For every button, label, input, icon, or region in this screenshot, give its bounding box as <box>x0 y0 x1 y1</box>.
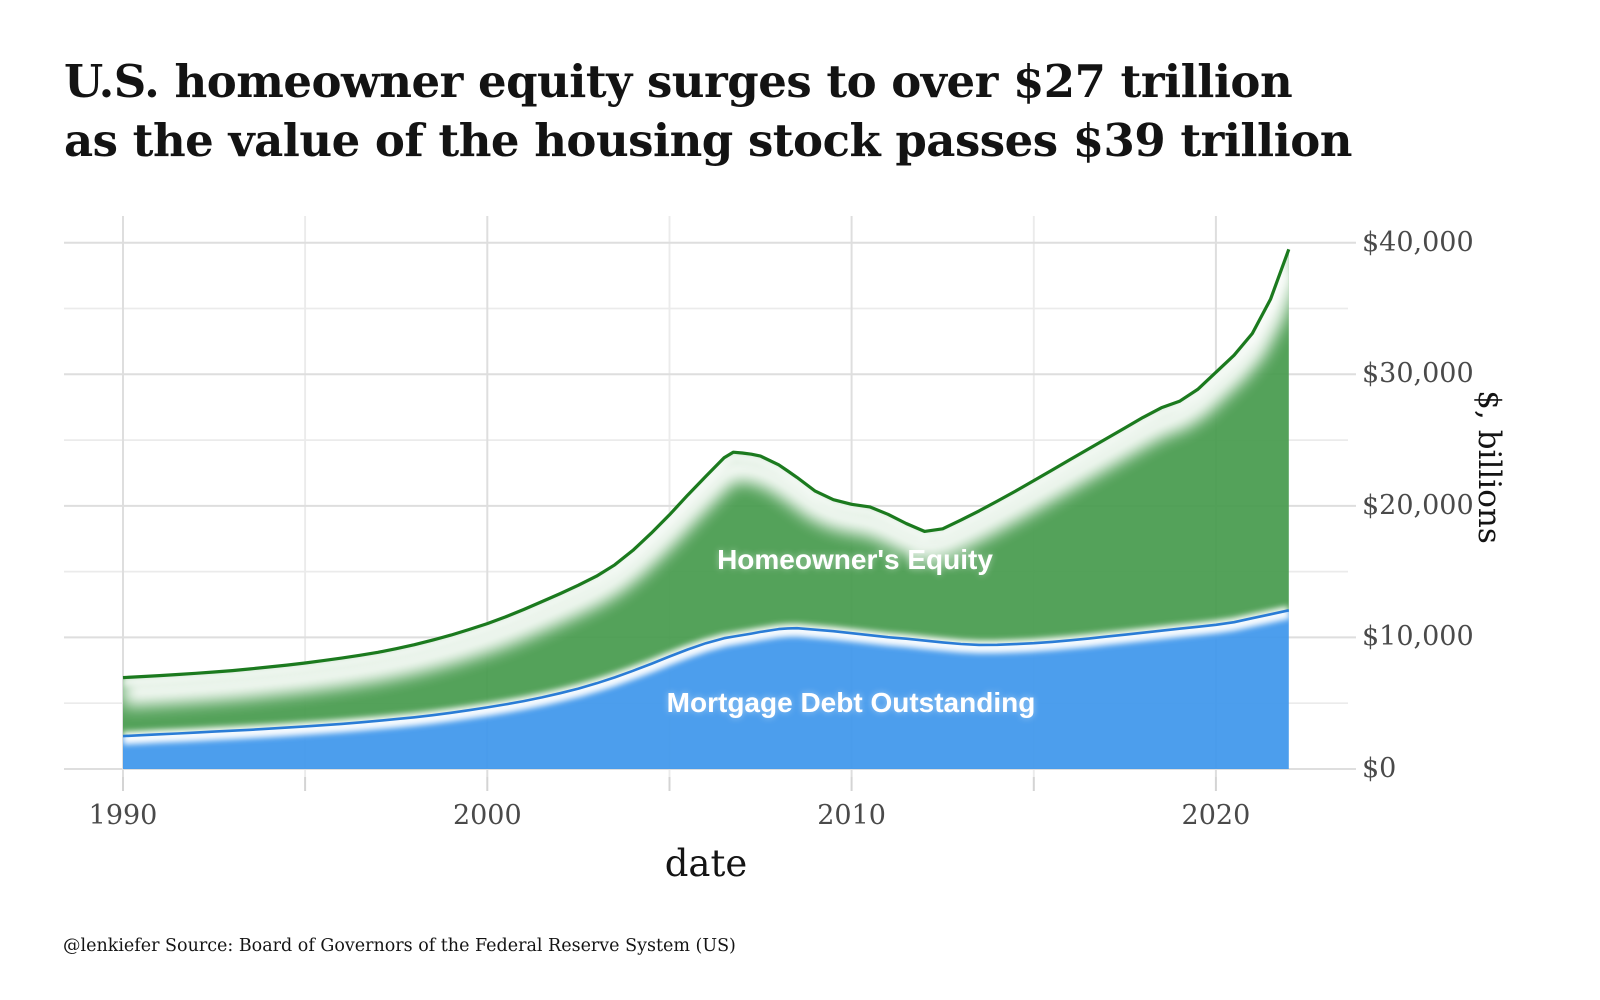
x-tick-label-2020: 2020 <box>1181 800 1251 831</box>
title-line-1: U.S. homeowner equity surges to over $27… <box>64 55 1293 108</box>
x-axis-title: date <box>664 842 748 885</box>
x-tick-label-2000: 2000 <box>452 800 522 831</box>
x-tick-label-2010: 2010 <box>817 800 886 831</box>
y-tick-label-40000: $40,000 <box>1362 226 1474 258</box>
caption-line-1: @lenkiefer Source: Board of Governors of… <box>63 936 736 956</box>
source-caption: @lenkiefer Source: Board of Governors of… <box>63 884 1057 1000</box>
mortgage-debt-line <box>122 609 1290 738</box>
area-label-homeowners-equity: Homeowner's Equity <box>717 544 993 575</box>
x-tick-label-1990: 1990 <box>88 800 158 831</box>
y-axis-title: $, billions <box>1471 390 1507 544</box>
y-tick-label-30000: $30,000 <box>1362 358 1474 390</box>
y-tick-label-20000: $20,000 <box>1362 489 1474 521</box>
equity-line-glow-inner <box>123 251 1289 687</box>
page-title: U.S. homeowner equity surges to over $27… <box>64 52 1352 170</box>
y-tick-label-10000: $10,000 <box>1362 621 1474 653</box>
total-value-line <box>122 248 1291 680</box>
mortgage-line-glow <box>123 605 1289 745</box>
y-tick-label-0: $0 <box>1362 752 1397 784</box>
title-line-2: as the value of the housing stock passes… <box>64 114 1352 167</box>
area-label-mortgage-debt: Mortgage Debt Outstanding <box>666 687 1036 718</box>
equity-line-glow <box>123 259 1289 707</box>
